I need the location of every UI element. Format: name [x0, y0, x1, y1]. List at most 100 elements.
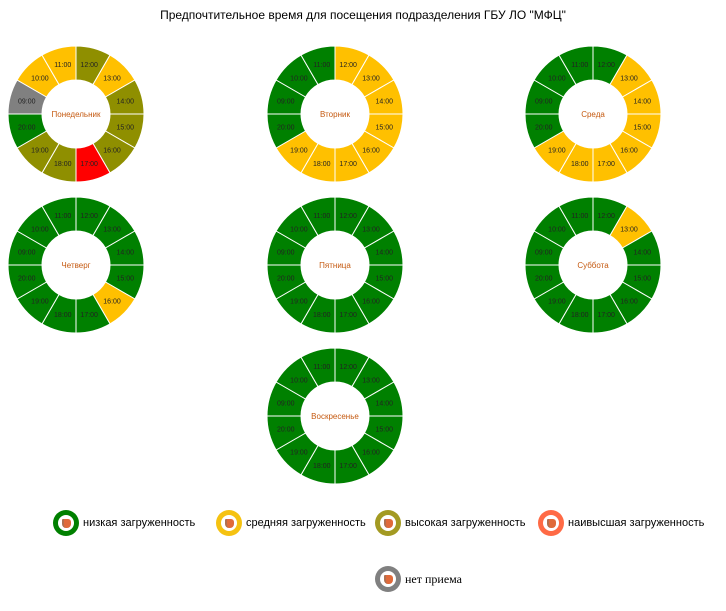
- segment-label: 16:00: [103, 148, 121, 155]
- donut-0: 12:00 13:00 14:00 15:00 16:00 17:00 18:00 19:00…: [7, 45, 145, 183]
- donut-segment: [300, 196, 336, 237]
- segment-label: 14:00: [116, 249, 134, 256]
- segment-label: 18:00: [571, 312, 589, 319]
- segment-label: 18:00: [313, 161, 331, 168]
- segment-label: 13:00: [362, 377, 380, 384]
- legend-label: низкая загруженность: [83, 517, 196, 529]
- mfc-logo-icon: [53, 510, 79, 536]
- mfc-logo-icon: [375, 510, 401, 536]
- donut-5: 12:00 13:00 14:00 15:00 16:00 17:00 18:00 19:00…: [524, 196, 662, 334]
- segment-label: 13:00: [620, 226, 638, 233]
- day-label: Вторник: [320, 110, 350, 119]
- segment-label: 11:00: [54, 213, 71, 220]
- segment-label: 11:00: [571, 62, 588, 69]
- segment-label: 10:00: [31, 75, 49, 82]
- legend-label: наивысшая загруженность: [568, 517, 705, 529]
- segment-label: 15:00: [375, 427, 393, 434]
- segment-label: 18:00: [54, 312, 72, 319]
- segment-label: 10:00: [290, 226, 308, 233]
- donut-charts: 12:00 13:00 14:00 15:00 16:00 17:00 18:00 19:00…: [7, 45, 662, 485]
- segment-label: 12:00: [597, 62, 615, 69]
- segment-label: 09:00: [18, 249, 36, 256]
- segment-label: 16:00: [362, 450, 380, 457]
- segment-label: 09:00: [277, 400, 295, 407]
- segment-label: 18:00: [313, 463, 331, 470]
- mfc-logo-icon: [538, 510, 564, 536]
- segment-label: 18:00: [571, 161, 589, 168]
- segment-label: 17:00: [597, 161, 615, 168]
- donut-segment: [558, 196, 594, 237]
- segment-label: 15:00: [633, 276, 651, 283]
- day-label: Суббота: [577, 261, 609, 270]
- segment-label: 19:00: [290, 450, 308, 457]
- segment-label: 11:00: [313, 364, 330, 371]
- segment-label: 13:00: [103, 75, 121, 82]
- segment-label: 14:00: [375, 98, 393, 105]
- segment-label: 14:00: [375, 400, 393, 407]
- segment-label: 16:00: [620, 148, 638, 155]
- segment-label: 19:00: [548, 299, 566, 306]
- segment-label: 13:00: [620, 75, 638, 82]
- donut-1: 12:00 13:00 14:00 15:00 16:00 17:00 18:00 19:00…: [266, 45, 404, 183]
- legend-label: средняя загруженность: [246, 517, 366, 529]
- donut-3: 12:00 13:00 14:00 15:00 16:00 17:00 18:00 19:00…: [7, 196, 145, 334]
- donut-2: 12:00 13:00 14:00 15:00 16:00 17:00 18:00 19:00…: [524, 45, 662, 183]
- segment-label: 16:00: [362, 299, 380, 306]
- legend-label: нет приема: [405, 571, 462, 586]
- segment-label: 20:00: [277, 125, 295, 132]
- segment-label: 20:00: [277, 427, 295, 434]
- day-label: Воскресенье: [311, 412, 359, 421]
- segment-label: 17:00: [80, 161, 98, 168]
- segment-label: 13:00: [362, 226, 380, 233]
- segment-label: 15:00: [375, 125, 393, 132]
- segment-label: 17:00: [80, 312, 98, 319]
- donut-6: 12:00 13:00 14:00 15:00 16:00 17:00 18:00 19:00…: [266, 347, 404, 485]
- segment-label: 20:00: [18, 276, 36, 283]
- segment-label: 14:00: [633, 249, 651, 256]
- segment-label: 12:00: [339, 62, 357, 69]
- segment-label: 09:00: [18, 98, 36, 105]
- segment-label: 09:00: [277, 98, 295, 105]
- segment-label: 16:00: [103, 299, 121, 306]
- day-label: Среда: [581, 110, 605, 119]
- day-label: Понедельник: [52, 110, 101, 119]
- segment-label: 09:00: [535, 98, 553, 105]
- mfc-logo-icon: [216, 510, 242, 536]
- segment-label: 19:00: [290, 148, 308, 155]
- segment-label: 13:00: [103, 226, 121, 233]
- segment-label: 15:00: [116, 276, 134, 283]
- segment-label: 17:00: [339, 463, 357, 470]
- segment-label: 20:00: [277, 276, 295, 283]
- segment-label: 17:00: [597, 312, 615, 319]
- segment-label: 19:00: [31, 148, 49, 155]
- segment-label: 09:00: [535, 249, 553, 256]
- segment-label: 16:00: [362, 148, 380, 155]
- donut-4: 12:00 13:00 14:00 15:00 16:00 17:00 18:00 19:00…: [266, 196, 404, 334]
- segment-label: 10:00: [548, 75, 566, 82]
- legend-item-highest: наивысшая загруженность: [538, 510, 704, 536]
- donut-segment: [300, 45, 336, 86]
- segment-label: 13:00: [362, 75, 380, 82]
- segment-label: 18:00: [54, 161, 72, 168]
- donut-segment: [300, 347, 336, 388]
- segment-label: 19:00: [548, 148, 566, 155]
- mfc-logo-icon: [375, 566, 401, 592]
- segment-label: 10:00: [290, 377, 308, 384]
- segment-label: 10:00: [31, 226, 49, 233]
- segment-label: 12:00: [339, 213, 357, 220]
- legend-item-high: высокая загруженность: [375, 510, 525, 536]
- segment-label: 17:00: [339, 161, 357, 168]
- segment-label: 20:00: [535, 276, 553, 283]
- segment-label: 10:00: [548, 226, 566, 233]
- segment-label: 12:00: [597, 213, 615, 220]
- segment-label: 15:00: [375, 276, 393, 283]
- segment-label: 12:00: [80, 62, 98, 69]
- segment-label: 15:00: [633, 125, 651, 132]
- segment-label: 11:00: [313, 213, 330, 220]
- segment-label: 14:00: [375, 249, 393, 256]
- segment-label: 15:00: [116, 125, 134, 132]
- donut-segment: [41, 196, 77, 237]
- segment-label: 18:00: [313, 312, 331, 319]
- legend-label: высокая загруженность: [405, 517, 526, 529]
- legend-item-none: нет приема: [375, 566, 462, 592]
